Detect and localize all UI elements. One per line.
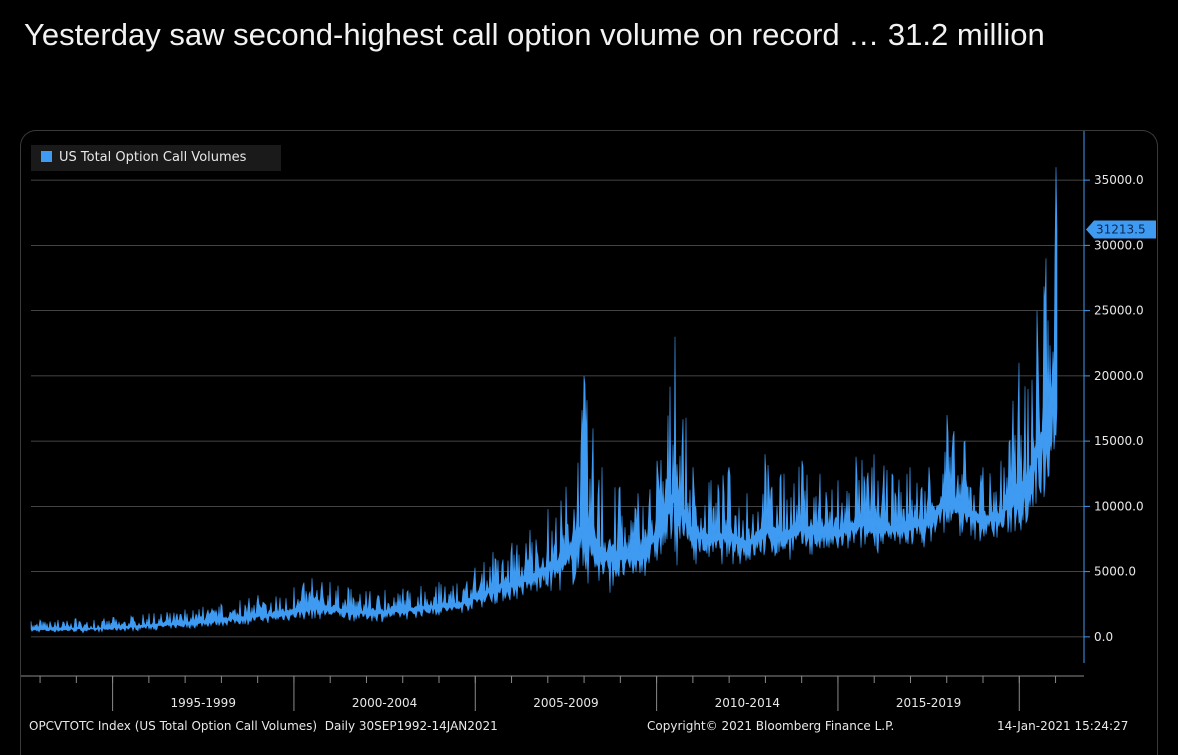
footer-copyright: Copyright© 2021 Bloomberg Finance L.P. — [647, 719, 894, 733]
tweet-headline: Yesterday saw second-highest call option… — [24, 17, 1045, 52]
axes: 0.0 5000.0 10000.0 15000.0 20000.0 25000.0 300… — [21, 131, 1144, 711]
grid-lines — [31, 179, 1084, 638]
x-period-label: 1995-1999 — [171, 696, 236, 710]
y-tick-label: 10000.0 — [1094, 499, 1144, 513]
last-value-tag-shape — [1086, 220, 1156, 239]
y-tick-label: 15000.0 — [1094, 434, 1144, 448]
footer-timestamp: 14-Jan-2021 15:24:27 — [997, 719, 1128, 733]
x-period-label: 2000-2004 — [352, 696, 417, 710]
y-tick-label: 25000.0 — [1094, 304, 1144, 318]
footer-index-label: OPCVTOTC Index (US Total Option Call Vol… — [29, 719, 498, 733]
y-tick-label: 5000.0 — [1094, 565, 1136, 579]
x-period-label: 2010-2014 — [715, 696, 780, 710]
x-period-label: 2005-2009 — [533, 696, 598, 710]
series-us-total-option-call-volumes — [30, 167, 1058, 634]
y-tick-label: 30000.0 — [1094, 238, 1144, 252]
footer: OPCVTOTC Index (US Total Option Call Vol… — [29, 719, 1128, 733]
y-tick-label: 0.0 — [1094, 630, 1113, 644]
legend-entry: US Total Option Call Volumes — [59, 150, 247, 165]
call-volume-chart: 0.0 5000.0 10000.0 15000.0 20000.0 25000.0 300… — [21, 131, 1156, 733]
y-tick-label: 35000.0 — [1094, 173, 1144, 187]
x-period-label: 2015-2019 — [896, 696, 961, 710]
last-value-label: 31213.5 — [1096, 223, 1146, 237]
chart-panel: 0.0 5000.0 10000.0 15000.0 20000.0 25000.0 300… — [20, 130, 1158, 755]
legend: US Total Option Call Volumes — [31, 145, 281, 171]
legend-swatch — [41, 151, 52, 162]
y-tick-label: 20000.0 — [1094, 369, 1144, 383]
last-value-tag: 31213.5 — [1086, 220, 1156, 239]
series-area — [30, 167, 1058, 634]
